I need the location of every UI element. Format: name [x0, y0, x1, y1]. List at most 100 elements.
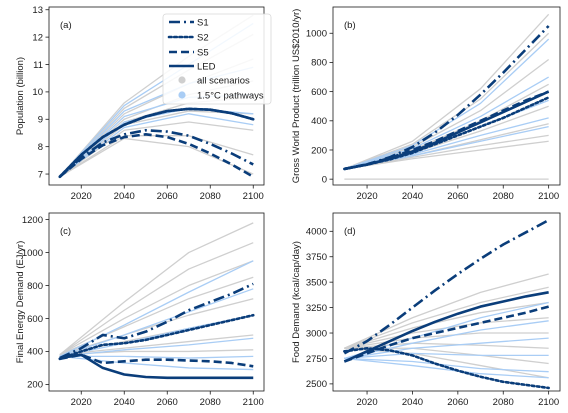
series-line-led [343, 291, 549, 363]
axes-frame [48, 212, 265, 392]
all-scenarios-line-3 [59, 260, 254, 356]
y-tick-label: 13 [32, 5, 43, 16]
y-tick-label: 7 [38, 169, 43, 180]
x-tick-label: 2080 [493, 191, 514, 202]
y-tick-label: 11 [33, 60, 43, 71]
all-scenarios-line-3 [344, 301, 549, 349]
pathway-1-5-line-6 [59, 355, 254, 371]
y-tick-label: 9 [38, 115, 43, 126]
series-line-s5 [344, 90, 550, 171]
y-tick-label: 600 [27, 314, 43, 325]
y-tick-label: 3000 [306, 328, 327, 339]
series-line-s1 [58, 128, 254, 178]
plot-area [343, 13, 550, 180]
legend-label: S5 [197, 48, 209, 59]
x-tick-label: 2100 [243, 191, 264, 202]
y-axis-label: Population (billion) [15, 57, 26, 135]
x-tick-label: 2040 [114, 397, 135, 408]
y-tick-label: 200 [27, 380, 43, 391]
x-tick-label: 2020 [71, 191, 92, 202]
y-tick-label: 400 [27, 347, 43, 358]
all-scenarios-line-1 [344, 273, 549, 349]
all-scenarios-line-1 [344, 13, 550, 170]
x-tick-label: 2040 [402, 191, 423, 202]
all-scenarios-line-9 [59, 137, 254, 178]
legend-entry: all scenarios [178, 76, 250, 87]
y-tick-label: 10 [32, 87, 43, 98]
x-tick-label: 2060 [157, 191, 178, 202]
y-tick-label: 12 [32, 32, 43, 43]
all-scenarios-line-4 [344, 83, 549, 170]
all-scenarios-line-5 [59, 298, 254, 356]
legend-marker [178, 76, 186, 84]
y-tick-label: 600 [311, 87, 327, 98]
x-tick-label: 2040 [402, 397, 423, 408]
legend-marker [178, 91, 186, 99]
pathway-1-5-line-2 [344, 76, 549, 170]
legend-label: S1 [197, 18, 209, 29]
y-tick-label: 0 [322, 174, 327, 185]
y-tick-label: 200 [311, 145, 327, 156]
panel-2: 2020 2040 2060 2080 2100 0 200 400 600 800 1000 (b)… [291, 6, 561, 202]
legend-label: S2 [197, 33, 209, 44]
y-tick-label: 2750 [306, 354, 327, 365]
y-tick-label: 3500 [306, 277, 327, 288]
y-tick-label: 4000 [306, 227, 327, 238]
series-line-s1 [343, 218, 550, 355]
x-tick-label: 2100 [243, 397, 264, 408]
x-tick-label: 2100 [538, 397, 559, 408]
all-scenarios-line-8 [344, 140, 549, 170]
pathway-1-5-line-4 [344, 352, 549, 360]
x-tick-label: 2080 [200, 397, 221, 408]
y-tick-label: 3250 [306, 303, 327, 314]
y-axis-label: Food Demand (kcal/cap/day) [291, 241, 302, 363]
pathway-1-5-line-5 [59, 355, 254, 359]
x-tick-label: 2020 [71, 397, 92, 408]
x-tick-label: 2080 [493, 397, 514, 408]
axes-frame [332, 212, 561, 392]
panel-tag: (b) [344, 20, 356, 31]
x-tick-label: 2060 [447, 397, 468, 408]
legend-entry: S1 [169, 18, 209, 29]
x-tick-label: 2020 [356, 191, 377, 202]
y-tick-label: 3750 [306, 252, 327, 263]
y-tick-label: 8 [38, 142, 43, 153]
pathway-1-5-line-2 [344, 320, 549, 360]
pathway-1-5-line-2 [59, 288, 254, 358]
panel-tag: (a) [60, 20, 72, 31]
pathway-1-5-line-6 [344, 357, 549, 379]
pathway-1-5-line-3 [344, 337, 549, 360]
y-axis-label: Gross World Product (trillion US$2010/yr… [291, 9, 302, 184]
x-tick-label: 2060 [157, 397, 178, 408]
plot-area [58, 222, 255, 380]
all-scenarios-line-2 [344, 286, 549, 349]
series-line-s5 [59, 353, 254, 368]
legend-entry: S2 [167, 33, 209, 44]
x-tick-label: 2100 [538, 191, 559, 202]
legend-label: LED [197, 62, 216, 73]
series-line-s5 [343, 305, 549, 363]
legend: S1 S2 S5 LED all scenarios 1.5°C pathways [162, 13, 272, 105]
legend-label: 1.5°C pathways [197, 91, 264, 102]
x-tick-label: 2060 [447, 191, 468, 202]
y-tick-label: 1000 [306, 29, 327, 40]
legend-entry: LED [169, 62, 216, 73]
y-tick-label: 2500 [306, 379, 327, 390]
all-scenarios-line-5 [344, 332, 549, 349]
pathway-1-5-line-4 [59, 337, 254, 358]
pathway-1-5-line-5 [344, 357, 549, 373]
series-line-s2 [58, 313, 255, 361]
x-tick-label: 2020 [356, 397, 377, 408]
legend-entry: S5 [169, 48, 209, 59]
all-scenarios-line-3 [344, 58, 550, 170]
y-axis-label: Final Energy Demand (EJ/yr) [15, 241, 26, 363]
panel-tag: (d) [344, 226, 356, 237]
series-line-s5 [58, 133, 254, 178]
all-scenarios-line-2 [59, 242, 254, 356]
y-tick-label: 1200 [22, 215, 43, 226]
series-line-s1 [59, 282, 254, 360]
x-tick-label: 2080 [200, 191, 221, 202]
y-tick-label: 1000 [22, 248, 43, 259]
panel-4: 2020 2040 2060 2080 2100 2500 2750 3000 3250 3500… [291, 212, 561, 408]
